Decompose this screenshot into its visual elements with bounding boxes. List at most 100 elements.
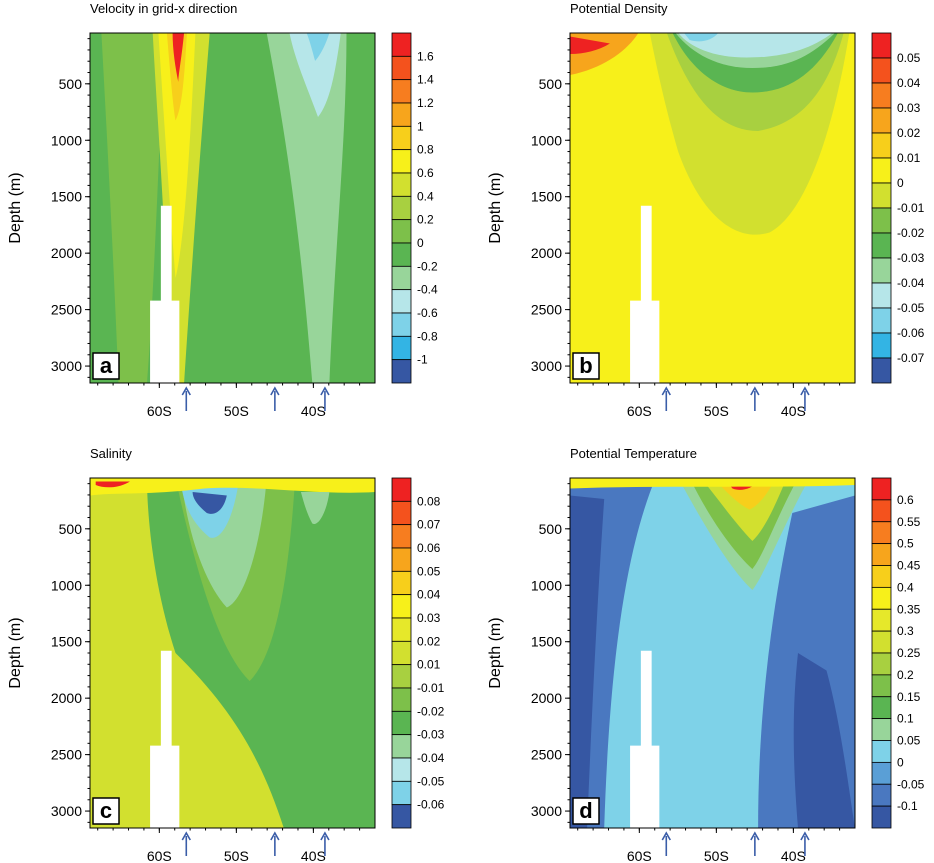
- contour-band: [684, 33, 719, 42]
- colorbar-swatch: [391, 32, 412, 57]
- bathymetry-mask: [630, 205, 660, 383]
- colorbar-label: 0.04: [417, 588, 441, 602]
- panel-title: Velocity in grid-x direction: [90, 1, 237, 16]
- colorbar-label: -0.2: [417, 259, 438, 273]
- colorbar-label: 1: [417, 119, 424, 133]
- panel-b: Potential Density 500 1000 1500 2000 2500 3000…: [487, 1, 925, 419]
- contour-field: [570, 33, 855, 383]
- colorbar-label: 0.03: [417, 611, 441, 625]
- colorbar-swatch: [871, 586, 892, 610]
- panel-title: Salinity: [90, 446, 132, 461]
- colorbar-label: 0.2: [417, 213, 434, 227]
- y-axis-label: Depth (m): [7, 172, 24, 243]
- colorbar-label: 0.02: [417, 634, 441, 648]
- colorbar-label: -0.8: [417, 329, 438, 343]
- colorbar: 0.08 0.07 0.06 0.05 0.04 0.03 0.02 0.01 -0.01 -0.…: [391, 477, 445, 829]
- colorbar-label: 0.2: [897, 668, 914, 682]
- x-tick-label: 60S: [147, 848, 172, 863]
- x-tick-label: 50S: [224, 848, 249, 863]
- y-tick-label: 2000: [531, 245, 562, 261]
- contour-band: [300, 492, 330, 525]
- y-tick-label: 2500: [531, 302, 562, 318]
- panel-letter-box: [572, 352, 600, 380]
- y-tick-label: 3000: [51, 358, 82, 374]
- colorbar-label: 0.01: [897, 151, 921, 165]
- colorbar-swatch: [391, 359, 412, 384]
- colorbar-swatch: [391, 195, 412, 221]
- colorbar-swatch: [391, 547, 412, 572]
- colorbar-swatch: [871, 499, 892, 523]
- colorbar-swatch: [391, 710, 412, 736]
- section-arrow-head: [661, 831, 671, 841]
- contour-band: [570, 36, 610, 54]
- colorbar-label: 0.25: [897, 646, 921, 660]
- colorbar-swatch: [871, 332, 892, 359]
- y-tick-label: 1000: [51, 577, 82, 593]
- x-tick-label: 50S: [704, 403, 729, 419]
- panel-c: Salinity 500 1000 1500 2000 2500 3000 Depth (m)…: [7, 446, 445, 863]
- colorbar-swatch: [871, 521, 892, 545]
- x-tick-label: 40S: [781, 403, 806, 419]
- colorbar-swatch: [871, 32, 892, 59]
- colorbar-swatch: [871, 82, 892, 109]
- colorbar-swatch: [871, 565, 892, 588]
- contour-band: [192, 492, 227, 514]
- y-tick-label: 2500: [51, 747, 82, 763]
- section-arrow-head: [661, 386, 671, 396]
- colorbar-label: 0.5: [897, 537, 914, 551]
- colorbar-label: -0.05: [897, 777, 925, 791]
- contour-band: [95, 481, 130, 488]
- y-axis-label: Depth (m): [487, 172, 504, 243]
- colorbar-swatch: [871, 282, 892, 309]
- colorbar-label: -0.03: [897, 251, 925, 265]
- x-tick-label: 60S: [627, 848, 652, 863]
- y-axis-label: Depth (m): [7, 617, 24, 688]
- contour-band: [172, 33, 185, 82]
- colorbar-label: 1.6: [417, 49, 434, 63]
- colorbar-label: -0.06: [417, 798, 445, 812]
- colorbar-swatch: [391, 734, 412, 759]
- colorbar-label: 0: [897, 755, 904, 769]
- colorbar-swatch: [871, 207, 892, 234]
- bathymetry-mask: [150, 205, 180, 383]
- colorbar: 0.05 0.04 0.03 0.02 0.01 0 -0.01 -0.02 -0.03 -0.0…: [871, 32, 925, 384]
- y-tick-label: 500: [539, 76, 563, 92]
- colorbar-swatch: [391, 289, 412, 314]
- contour-band: [570, 478, 855, 489]
- colorbar-swatch: [391, 617, 412, 642]
- contour-band: [101, 33, 165, 383]
- colorbar: 0.6 0.55 0.5 0.45 0.4 0.35 0.3 0.25 0.2 0.15 0.1 0.…: [871, 477, 925, 829]
- panel-letter: a: [100, 353, 113, 378]
- colorbar-swatch: [871, 718, 892, 741]
- colorbar-swatch: [391, 780, 412, 806]
- x-tick-label: 50S: [224, 403, 249, 419]
- colorbar-label: 0.15: [897, 690, 921, 704]
- colorbar-swatch: [391, 125, 412, 151]
- colorbar-label: 0.4: [897, 580, 914, 594]
- colorbar-swatch: [391, 149, 412, 174]
- colorbar-swatch: [391, 55, 412, 81]
- panel-a: Velocity in grid-x direction 500 1000 1500 2…: [7, 1, 438, 419]
- colorbar-swatch: [871, 783, 892, 807]
- colorbar-label: 0.8: [417, 143, 434, 157]
- colorbar-label: 0.07: [417, 518, 441, 532]
- colorbar-swatch: [391, 219, 412, 244]
- y-tick-label: 2000: [51, 245, 82, 261]
- section-arrow-head: [750, 831, 760, 841]
- contour-band: [570, 495, 605, 828]
- colorbar-swatch: [871, 307, 892, 334]
- colorbar-label: -0.6: [417, 306, 438, 320]
- contour-band: [306, 33, 330, 61]
- colorbar-swatch: [871, 477, 892, 501]
- colorbar-swatch: [871, 182, 892, 209]
- colorbar-swatch: [391, 594, 412, 619]
- colorbar-swatch: [391, 265, 412, 291]
- contour-band: [90, 478, 375, 496]
- section-arrow-head: [270, 386, 280, 396]
- colorbar-swatch: [871, 761, 892, 785]
- colorbar-label: -0.01: [417, 681, 445, 695]
- colorbar-swatch: [871, 674, 892, 698]
- colorbar-label: -0.01: [897, 201, 925, 215]
- colorbar-label: 0.6: [417, 166, 434, 180]
